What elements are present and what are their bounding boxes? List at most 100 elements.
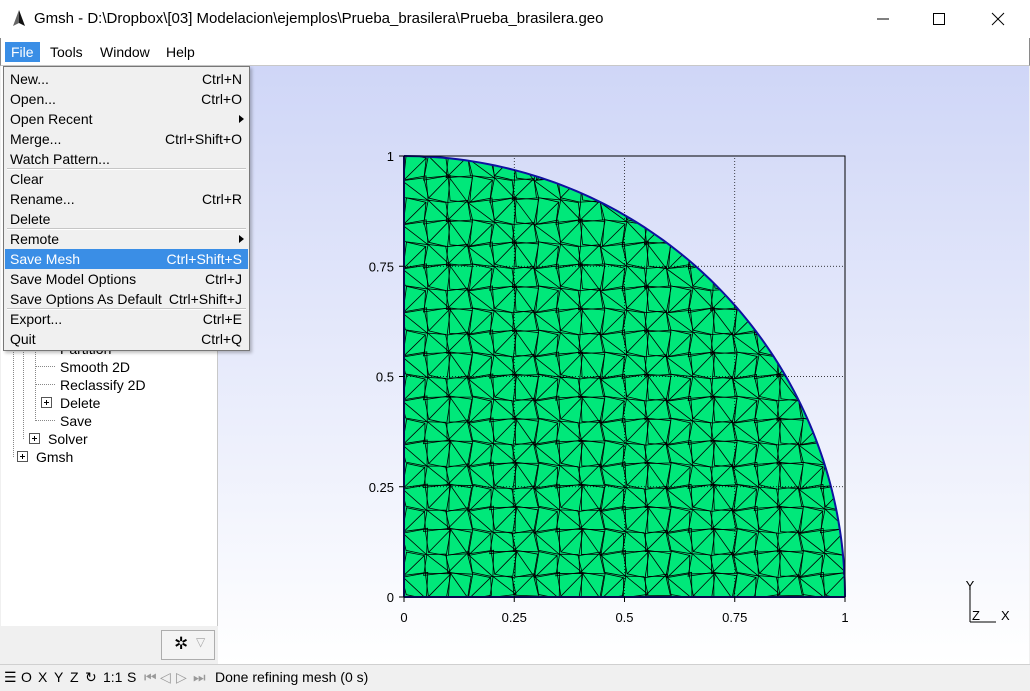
last-step-icon[interactable]: ⏭: [193, 669, 206, 685]
mesh-cell: [514, 461, 539, 489]
triad-x-label: X: [1001, 608, 1010, 623]
tree-item-delete[interactable]: Delete: [60, 395, 101, 411]
menu-file[interactable]: File: [5, 42, 40, 62]
y-tick-label: 1: [387, 149, 394, 164]
mesh-cell: [777, 330, 804, 358]
mesh-cell: [666, 550, 691, 579]
mesh-cell: [489, 443, 517, 467]
mesh-cell: [753, 397, 780, 424]
file-menu-item-label: New...: [10, 71, 49, 87]
prev-step-icon[interactable]: ◁: [160, 669, 171, 685]
scale-button[interactable]: 1:1: [103, 669, 123, 685]
mesh-cell: [467, 549, 495, 578]
mesh-cell: [511, 156, 539, 157]
mesh-cell: [600, 440, 625, 468]
y-tick-label: 0.5: [376, 370, 394, 385]
file-menu-item[interactable]: Merge... Ctrl+Shift+O: [5, 129, 248, 149]
menu-help[interactable]: Help: [166, 44, 195, 60]
mesh-cell: [533, 307, 561, 334]
tree-item-save[interactable]: Save: [60, 413, 92, 429]
menu-separator: [7, 168, 246, 170]
options-gear-button[interactable]: ✲ ▽: [161, 630, 215, 660]
menu-tools[interactable]: Tools: [50, 44, 83, 60]
mesh-cell: [422, 377, 450, 401]
mesh-cell: [511, 178, 540, 201]
tree-item-reclassify-2d[interactable]: Reclassify 2D: [60, 377, 146, 393]
mesh-cell: [753, 309, 780, 336]
menu-window[interactable]: Window: [100, 44, 150, 60]
mesh-cell: [599, 285, 628, 311]
file-menu-item[interactable]: Open... Ctrl+O: [5, 89, 248, 109]
mesh-cell: [535, 156, 560, 181]
file-menu-item[interactable]: Rename... Ctrl+R: [5, 189, 248, 209]
mesh-cell: [844, 440, 845, 468]
view-x-button[interactable]: X: [38, 669, 48, 685]
file-menu-item[interactable]: Clear: [5, 169, 248, 189]
mesh-cell: [469, 175, 493, 203]
minimize-button[interactable]: [860, 0, 906, 38]
y-tick-label: 0.75: [369, 259, 394, 274]
mesh-cell: [533, 439, 561, 467]
mesh-cell: [404, 351, 428, 379]
mesh-cell: [579, 219, 606, 247]
view-y-button[interactable]: Y: [54, 669, 64, 685]
file-menu-item[interactable]: Save Mesh Ctrl+Shift+S: [5, 249, 248, 269]
mesh-cell: [710, 332, 738, 355]
mesh-cell: [489, 221, 516, 247]
expand-plus-icon[interactable]: [41, 397, 52, 408]
y-tick-label: 0: [387, 590, 394, 605]
mesh-cell: [513, 197, 540, 225]
mesh-cell: [404, 263, 429, 290]
file-menu-item[interactable]: Delete: [5, 209, 248, 229]
mesh-cell: [404, 197, 427, 226]
file-menu-item[interactable]: Remote: [5, 229, 248, 249]
submenu-arrow-icon: [239, 115, 244, 123]
mesh-cell: [533, 395, 561, 422]
mesh-plot[interactable]: 0 0.25 0.5 0.75 1 0 0.25 0.5 0.75 1 YZ X: [218, 66, 1029, 664]
tree-item-gmsh[interactable]: Gmsh: [36, 449, 74, 465]
view-o-button[interactable]: O: [21, 669, 32, 685]
first-step-icon[interactable]: ⏮: [144, 669, 157, 685]
s-button[interactable]: S: [127, 669, 137, 685]
mesh-cell: [842, 552, 845, 575]
graphic-window[interactable]: 0 0.25 0.5 0.75 1 0 0.25 0.5 0.75 1 Y Z X: [218, 66, 1029, 664]
file-menu-item[interactable]: Open Recent: [5, 109, 248, 129]
file-menu-item[interactable]: Watch Pattern...: [5, 149, 248, 169]
mesh-cell: [667, 329, 692, 358]
close-button[interactable]: [975, 0, 1021, 38]
file-menu-item[interactable]: Save Model Options Ctrl+J: [5, 269, 248, 289]
hamburger-icon[interactable]: ☰: [4, 669, 17, 685]
gear-icon: ✲: [174, 634, 189, 653]
mesh-cell: [534, 462, 558, 490]
file-menu-item[interactable]: Quit Ctrl+Q: [5, 329, 248, 349]
mesh-cell: [512, 485, 540, 508]
tree-item-smooth-2d[interactable]: Smooth 2D: [60, 359, 131, 375]
mesh-cell: [580, 571, 605, 597]
file-menu-item[interactable]: Export... Ctrl+E: [5, 309, 248, 329]
mesh-cell: [448, 483, 473, 511]
mesh-cell: [600, 156, 628, 178]
next-step-icon[interactable]: ▷: [176, 669, 187, 685]
expand-plus-icon[interactable]: [29, 433, 40, 444]
file-menu-item-shortcut: Ctrl+R: [201, 191, 242, 207]
file-menu-item[interactable]: New... Ctrl+N: [5, 69, 248, 89]
mesh-cell: [404, 285, 427, 314]
view-z-button[interactable]: Z: [70, 669, 79, 685]
mesh-cell: [709, 244, 738, 267]
mesh-cell: [621, 309, 648, 335]
file-menu-item-label: Save Mesh: [10, 251, 81, 267]
mesh-cell: [731, 549, 759, 577]
mesh-cell: [668, 197, 693, 225]
mesh-cell: [404, 307, 429, 334]
mesh-cell: [404, 374, 426, 402]
file-menu-item[interactable]: Save Options As Default Ctrl+Shift+J: [5, 289, 248, 309]
expand-plus-icon[interactable]: [17, 451, 28, 462]
maximize-button[interactable]: [916, 0, 962, 38]
mesh-cell: [688, 572, 716, 597]
mesh-cell: [468, 440, 492, 468]
rotate-icon[interactable]: ↻: [85, 669, 97, 685]
tree-item-solver[interactable]: Solver: [48, 431, 88, 447]
mesh-cell: [599, 329, 627, 356]
mesh-cell: [535, 285, 559, 314]
mesh-cell: [534, 418, 559, 446]
